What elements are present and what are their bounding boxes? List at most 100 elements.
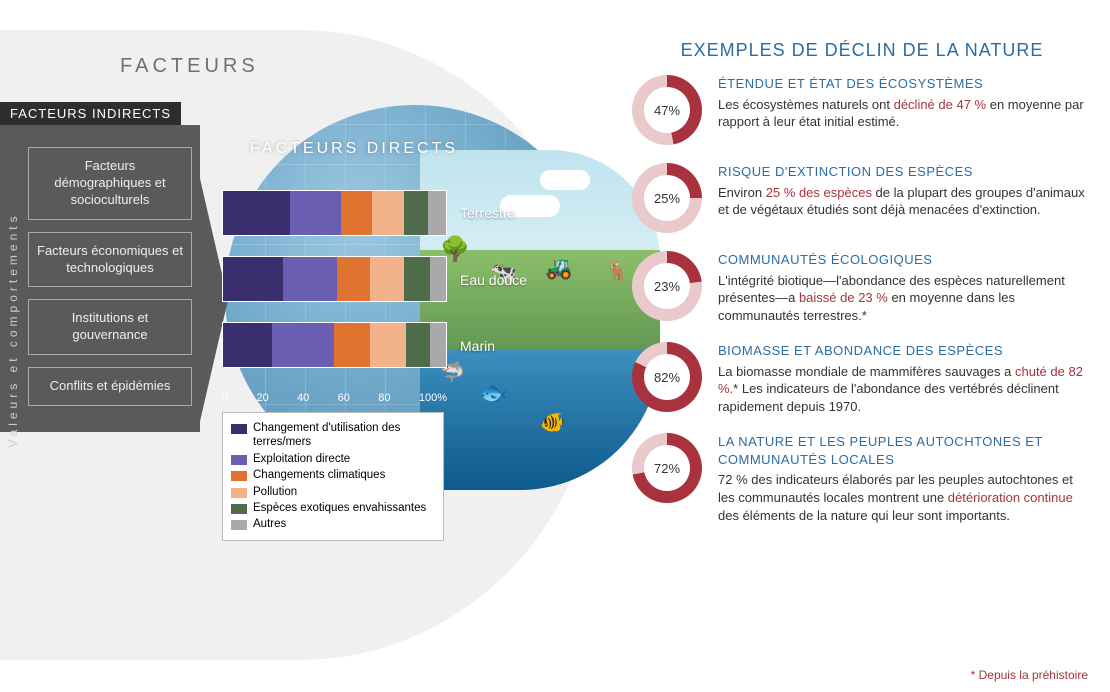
- decline-heading: COMMUNAUTÉS ÉCOLOGIQUES: [718, 251, 1092, 269]
- bar-label-marin: Marin: [460, 338, 495, 354]
- decline-heading: ÉTENDUE ET ÉTAT DES ÉCOSYSTÈMES: [718, 75, 1092, 93]
- donut-value: 25%: [644, 175, 690, 221]
- bar-row: [222, 256, 447, 302]
- bar-label-terrestre: Terrestre: [460, 205, 515, 221]
- donut-value: 82%: [644, 354, 690, 400]
- indirect-item: Conflits et épidémies: [28, 367, 192, 406]
- decline-item: 82% BIOMASSE ET ABONDANCE DES ESPÈCES La b…: [632, 342, 1092, 415]
- decline-item: 72% LA NATURE ET LES PEUPLES AUTOCHTONES …: [632, 433, 1092, 524]
- bar-segment: [430, 257, 446, 301]
- legend-row: Espèces exotiques envahissantes: [231, 501, 435, 515]
- decline-item: 23% COMMUNAUTÉS ÉCOLOGIQUESL'intégrité bi…: [632, 251, 1092, 324]
- donut-chart: 82%: [632, 342, 702, 412]
- bar-segment: [430, 323, 446, 367]
- legend-label: Autres: [253, 517, 286, 531]
- bar-segment: [372, 191, 403, 235]
- decline-item: 47% ÉTENDUE ET ÉTAT DES ÉCOSYSTÈMES Les éc…: [632, 75, 1092, 145]
- ecosystem-illustration: 🐄 🚜 🦌 🌳 🐟 🐠 🦈: [420, 150, 660, 490]
- decline-examples-column: EXEMPLES DE DÉCLIN DE LA NATURE 47% ÉTEND…: [632, 40, 1092, 542]
- donut-chart: 25%: [632, 163, 702, 233]
- decline-heading: RISQUE D'EXTINCTION DES ESPÈCES: [718, 163, 1092, 181]
- indirect-item: Facteurs économiques et technologiques: [28, 232, 192, 288]
- decline-text: BIOMASSE ET ABONDANCE DES ESPÈCES La biom…: [718, 342, 1092, 415]
- decline-item: 25% RISQUE D'EXTINCTION DES ESPÈCES Enviro…: [632, 163, 1092, 233]
- decline-red-text: décliné de 47 %: [894, 97, 987, 112]
- decline-text: COMMUNAUTÉS ÉCOLOGIQUESL'intégrité bioti…: [718, 251, 1092, 324]
- decline-red-text: baissé de 23 %: [799, 290, 888, 305]
- facteurs-title: FACTEURS: [120, 55, 259, 78]
- stacked-bars: [222, 190, 447, 388]
- legend-label: Espèces exotiques envahissantes: [253, 501, 426, 515]
- direct-factors-title: FACTEURS DIRECTS: [250, 140, 458, 158]
- bar-segment: [404, 257, 431, 301]
- bar-segment: [283, 257, 337, 301]
- bar-segment: [406, 323, 431, 367]
- legend-label: Exploitation directe: [253, 452, 350, 466]
- decline-text: LA NATURE ET LES PEUPLES AUTOCHTONES ET …: [718, 433, 1092, 524]
- axis-tick: 60: [338, 392, 350, 404]
- bar-segment: [337, 257, 370, 301]
- donut-wrap: 82%: [632, 342, 706, 415]
- bar-segment: [334, 323, 370, 367]
- donut-chart: 23%: [632, 251, 702, 321]
- legend-swatch: [231, 424, 247, 434]
- legend-row: Exploitation directe: [231, 452, 435, 466]
- decline-red-text: détérioration continue: [948, 490, 1073, 505]
- legend-row: Autres: [231, 517, 435, 531]
- donut-chart: 47%: [632, 75, 702, 145]
- indirect-item: Facteurs démographiques et socioculturel…: [28, 147, 192, 220]
- legend-swatch: [231, 455, 247, 465]
- donut-value: 72%: [644, 445, 690, 491]
- bar-segment: [290, 191, 341, 235]
- donut-wrap: 47%: [632, 75, 706, 145]
- legend-label: Changements climatiques: [253, 468, 385, 482]
- legend-row: Changement d'utilisation des terres/mers: [231, 421, 435, 450]
- decline-red-text: chuté de 82 %.: [718, 364, 1083, 397]
- decline-body: Les écosystèmes naturels ont décliné de …: [718, 97, 1084, 130]
- legend: Changement d'utilisation des terres/mers…: [222, 412, 444, 541]
- legend-row: Changements climatiques: [231, 468, 435, 482]
- decline-heading: LA NATURE ET LES PEUPLES AUTOCHTONES ET …: [718, 433, 1092, 468]
- axis-tick: 40: [297, 392, 309, 404]
- decline-body: La biomasse mondiale de mammifères sauva…: [718, 364, 1083, 414]
- legend-swatch: [231, 520, 247, 530]
- legend-label: Pollution: [253, 485, 297, 499]
- bar-row: [222, 190, 447, 236]
- bar-segment: [272, 323, 334, 367]
- axis-tick: 80: [378, 392, 390, 404]
- sidebar-vertical-label: Valeurs et comportements: [6, 200, 20, 460]
- decline-text: RISQUE D'EXTINCTION DES ESPÈCES Environ 2…: [718, 163, 1092, 233]
- footnote: * Depuis la préhistoire: [971, 668, 1088, 682]
- decline-body: Environ 25 % des espèces de la plupart d…: [718, 185, 1085, 218]
- donut-wrap: 25%: [632, 163, 706, 233]
- infographic-canvas: FACTEURS Valeurs et comportements FACTEU…: [0, 0, 1110, 692]
- bar-segment: [223, 257, 283, 301]
- bar-segment: [341, 191, 372, 235]
- bar-segment: [223, 191, 290, 235]
- legend-label: Changement d'utilisation des terres/mers: [253, 421, 435, 450]
- indirect-factors-header: FACTEURS INDIRECTS: [0, 102, 181, 125]
- decline-heading: BIOMASSE ET ABONDANCE DES ESPÈCES: [718, 342, 1092, 360]
- bar-segment: [428, 191, 446, 235]
- decline-red-text: 25 % des espèces: [766, 185, 872, 200]
- legend-swatch: [231, 504, 247, 514]
- axis-tick: 100%: [419, 392, 447, 404]
- donut-wrap: 23%: [632, 251, 706, 324]
- bar-segment: [370, 257, 403, 301]
- axis-tick: 20: [256, 392, 268, 404]
- bar-row: [222, 322, 447, 368]
- indirect-item: Institutions et gouvernance: [28, 299, 192, 355]
- indirect-factors-panel: Facteurs démographiques et socioculturel…: [0, 125, 200, 432]
- donut-value: 47%: [644, 87, 690, 133]
- bar-segment: [404, 191, 429, 235]
- legend-swatch: [231, 471, 247, 481]
- decline-title: EXEMPLES DE DÉCLIN DE LA NATURE: [632, 40, 1092, 61]
- bar-segment: [370, 323, 406, 367]
- donut-chart: 72%: [632, 433, 702, 503]
- legend-row: Pollution: [231, 485, 435, 499]
- bar-label-eaudouce: Eau douce: [460, 272, 527, 288]
- bar-segment: [223, 323, 272, 367]
- donut-value: 23%: [644, 263, 690, 309]
- decline-text: ÉTENDUE ET ÉTAT DES ÉCOSYSTÈMES Les écosy…: [718, 75, 1092, 145]
- legend-swatch: [231, 488, 247, 498]
